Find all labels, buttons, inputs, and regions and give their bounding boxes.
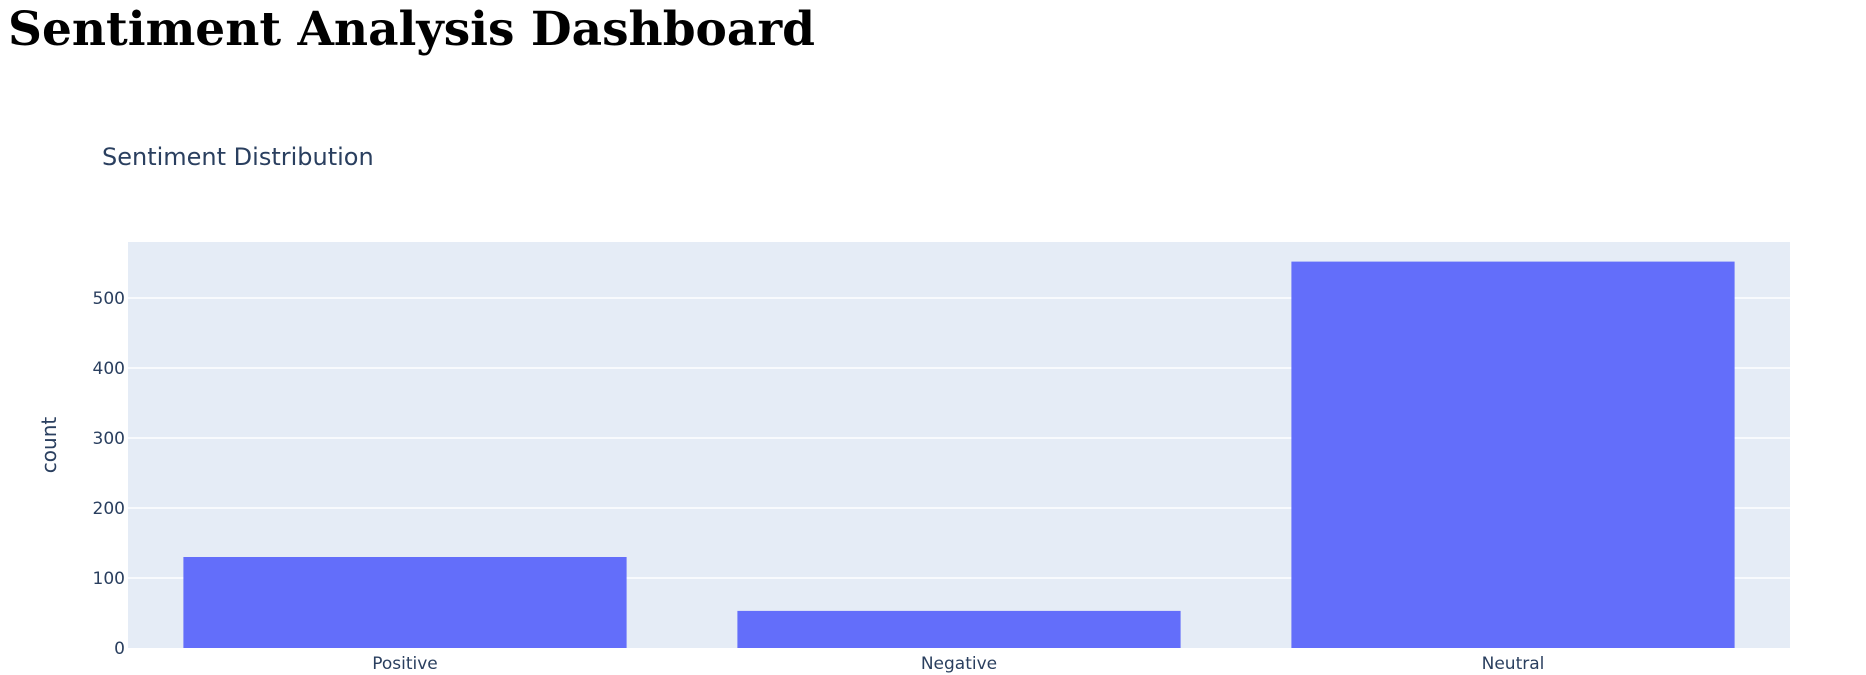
x-axis-ticks: Positive Negative Neutral [372,654,1544,674]
y-tick-label: 500 [93,289,125,309]
sentiment-chart: Sentiment Distribution 0 100 200 300 400 500 … [0,120,1866,675]
y-tick-label: 200 [93,499,125,519]
bar-chart-svg: Sentiment Distribution 0100200300400500 … [37,143,1790,674]
y-tick-label: 0 [114,639,125,659]
y-tick-label: 100 [93,569,125,589]
y-tick-label: 300 [93,429,125,449]
bar-positive[interactable] [183,557,627,648]
y-tick-label: 400 [93,359,125,379]
page-title: Sentiment Analysis Dashboard [8,2,815,57]
x-tick-label: Negative [921,654,997,674]
bar-negative[interactable] [737,610,1181,648]
bar-neutral[interactable] [1291,261,1735,648]
y-axis-title: count [37,417,61,474]
x-tick-label: Neutral [1482,654,1545,674]
bars [183,261,1735,648]
chart-title: Sentiment Distribution [102,143,374,171]
x-tick-label: Positive [372,654,438,674]
y-axis-ticks: 0 100 200 300 400 500 [93,289,125,659]
